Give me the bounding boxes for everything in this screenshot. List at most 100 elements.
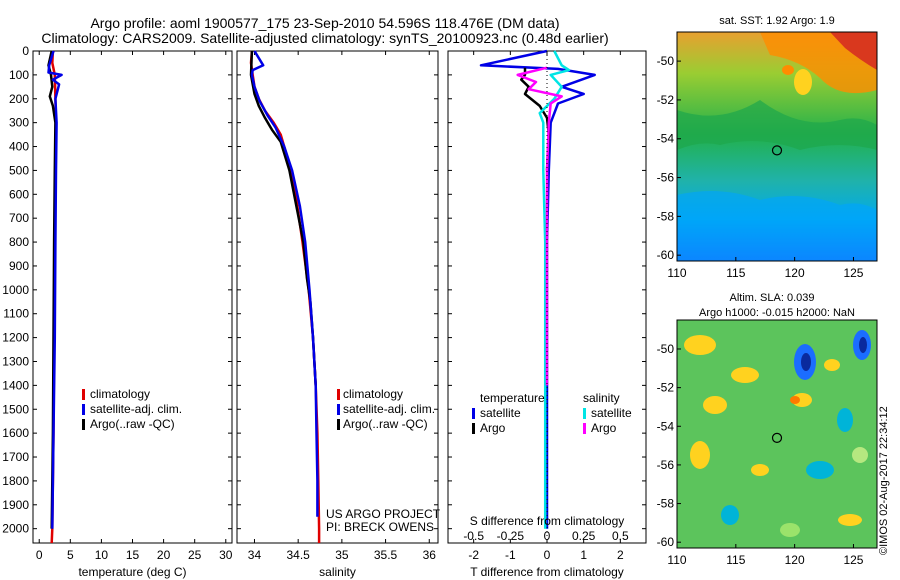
legend-swatch bbox=[82, 404, 85, 415]
y-tick-label: 1700 bbox=[2, 450, 29, 464]
legend-swatch bbox=[472, 423, 475, 434]
map-x-tick-label: 115 bbox=[726, 553, 745, 567]
map-y-tick-label: -60 bbox=[657, 248, 675, 262]
legend-label: Argo bbox=[480, 421, 506, 435]
x-tick-label: 36 bbox=[423, 548, 437, 562]
sst_map-axes: 110 115 120 125 -50 -52 -54 -56 -58 -60 sat. SST: … bbox=[657, 15, 864, 280]
map-y-tick-label: -54 bbox=[657, 419, 675, 433]
x-tick-label: 20 bbox=[157, 548, 171, 562]
temperature-x-axis-label: temperature (deg C) bbox=[78, 565, 186, 579]
series-line-salinity-satellite bbox=[538, 50, 571, 529]
map-y-tick-label: -56 bbox=[657, 458, 675, 472]
copyright-caption: ©IMOS 02-Aug-2017 22:34:12 bbox=[878, 406, 890, 555]
series-line-satellite-adj-clim- bbox=[250, 50, 319, 517]
sst-map-title: sat. SST: 1.92 Argo: 1.9 bbox=[719, 15, 835, 27]
map-y-tick-label: -50 bbox=[657, 342, 675, 356]
x-tick-label: 25 bbox=[188, 548, 202, 562]
map-y-tick-label: -52 bbox=[657, 93, 675, 107]
s-tick-label: 0.5 bbox=[612, 529, 629, 543]
temperature-axes-frame bbox=[32, 50, 233, 544]
map-x-tick-label: 115 bbox=[726, 266, 745, 280]
s-tick-label: -0.5 bbox=[463, 529, 484, 543]
s-tick-label: -0.25 bbox=[497, 529, 525, 543]
legend-label: Argo(..raw -QC) bbox=[343, 417, 428, 431]
legend-swatch bbox=[82, 419, 85, 430]
y-tick-label: 500 bbox=[9, 163, 29, 177]
y-tick-label: 1900 bbox=[2, 498, 29, 512]
project-credit: US ARGO PROJECT bbox=[326, 507, 441, 521]
x-tick-label: 1 bbox=[580, 548, 587, 562]
sst-map bbox=[676, 31, 878, 262]
legend-label: satellite-adj. clim. bbox=[343, 402, 435, 416]
legend-label: Argo(..raw -QC) bbox=[90, 417, 175, 431]
legend-swatch bbox=[337, 419, 340, 430]
x-tick-label: 34 bbox=[248, 548, 262, 562]
x-tick-label: -2 bbox=[468, 548, 479, 562]
x-tick-label: 5 bbox=[67, 548, 74, 562]
salinity-plot: 34 34.5 35 35.5 36 salinity climatologysatelli… bbox=[236, 50, 439, 579]
map-x-tick-label: 120 bbox=[785, 266, 805, 280]
map-x-tick-label: 125 bbox=[843, 266, 863, 280]
y-tick-label: 300 bbox=[9, 116, 29, 130]
y-tick-label: 200 bbox=[9, 92, 29, 106]
sla_map-axes: 110 115 120 125 -50 -52 -54 -56 -58 -60 Altim. SLA… bbox=[657, 292, 864, 567]
map-y-tick-label: -58 bbox=[657, 209, 675, 223]
legend-swatch bbox=[583, 408, 586, 419]
legend-label: satellite-adj. clim. bbox=[90, 402, 182, 416]
x-tick-label: 34.5 bbox=[286, 548, 310, 562]
x-tick-label: 0 bbox=[36, 548, 43, 562]
map-x-tick-label: 110 bbox=[667, 266, 686, 280]
x-tick-label: 10 bbox=[95, 548, 109, 562]
salinity-x-axis-label: salinity bbox=[319, 565, 356, 579]
y-tick-label: 2000 bbox=[2, 522, 29, 536]
legend-swatch bbox=[583, 423, 586, 434]
y-tick-label: 800 bbox=[9, 235, 29, 249]
x-tick-label: 35 bbox=[335, 548, 349, 562]
x-tick-label: 30 bbox=[219, 548, 233, 562]
sla-map-title-line2: Argo h1000: -0.015 h2000: NaN bbox=[699, 307, 855, 319]
map-y-tick-label: -56 bbox=[657, 171, 675, 185]
figure-title-line2: Climatology: CARS2009. Satellite-adjuste… bbox=[41, 30, 609, 46]
legend-group-title: salinity bbox=[583, 391, 620, 405]
y-tick-label: 1600 bbox=[2, 426, 29, 440]
sla-map bbox=[676, 319, 878, 549]
legend-group-title: temperature bbox=[480, 391, 545, 405]
map-y-tick-label: -58 bbox=[657, 497, 675, 511]
x-tick-label: 2 bbox=[617, 548, 624, 562]
y-tick-label: 1000 bbox=[2, 283, 29, 297]
x-tick-label: -1 bbox=[505, 548, 516, 562]
y-tick-label: 700 bbox=[9, 211, 29, 225]
x-tick-label: 35.5 bbox=[374, 548, 398, 562]
legend-label: Argo bbox=[591, 421, 617, 435]
y-tick-label: 1200 bbox=[2, 331, 29, 345]
legend-swatch bbox=[337, 389, 340, 400]
s-tick-label: 0 bbox=[544, 529, 551, 543]
y-tick-label: 1500 bbox=[2, 402, 29, 416]
legend-swatch bbox=[82, 389, 85, 400]
legend-label: climatology bbox=[90, 387, 150, 401]
salinity-axes-frame bbox=[236, 50, 439, 544]
y-tick-label: 1400 bbox=[2, 378, 29, 392]
legend-label: climatology bbox=[343, 387, 403, 401]
difference-plot: -2 -1 0 1 2 T difference from climatology -0.5… bbox=[447, 49, 647, 579]
map-y-tick-label: -52 bbox=[657, 381, 675, 395]
y-tick-label: 1800 bbox=[2, 474, 29, 488]
legend-label: satellite bbox=[591, 406, 632, 420]
map-y-tick-label: -50 bbox=[657, 54, 675, 68]
map-x-tick-label: 125 bbox=[843, 553, 863, 567]
temperature-plot: 0100200300400500600700800900100011001200… bbox=[2, 44, 232, 579]
series-line-salinity-argo bbox=[516, 66, 563, 386]
pi-credit: PI: BRECK OWENS bbox=[326, 520, 435, 534]
s-difference-axis-label: S difference from climatology bbox=[470, 514, 625, 528]
x-tick-label: 15 bbox=[126, 548, 140, 562]
map-y-tick-label: -54 bbox=[657, 132, 675, 146]
y-tick-label: 400 bbox=[9, 140, 29, 154]
s-tick-label: 0.25 bbox=[572, 529, 596, 543]
profile-location-marker bbox=[771, 145, 783, 156]
difference-x-axis-label: T difference from climatology bbox=[470, 565, 624, 579]
y-tick-label: 900 bbox=[9, 259, 29, 273]
y-tick-label: 0 bbox=[22, 44, 29, 58]
sla-map-title-line1: Altim. SLA: 0.039 bbox=[730, 292, 815, 304]
legend-label: satellite bbox=[480, 406, 521, 420]
